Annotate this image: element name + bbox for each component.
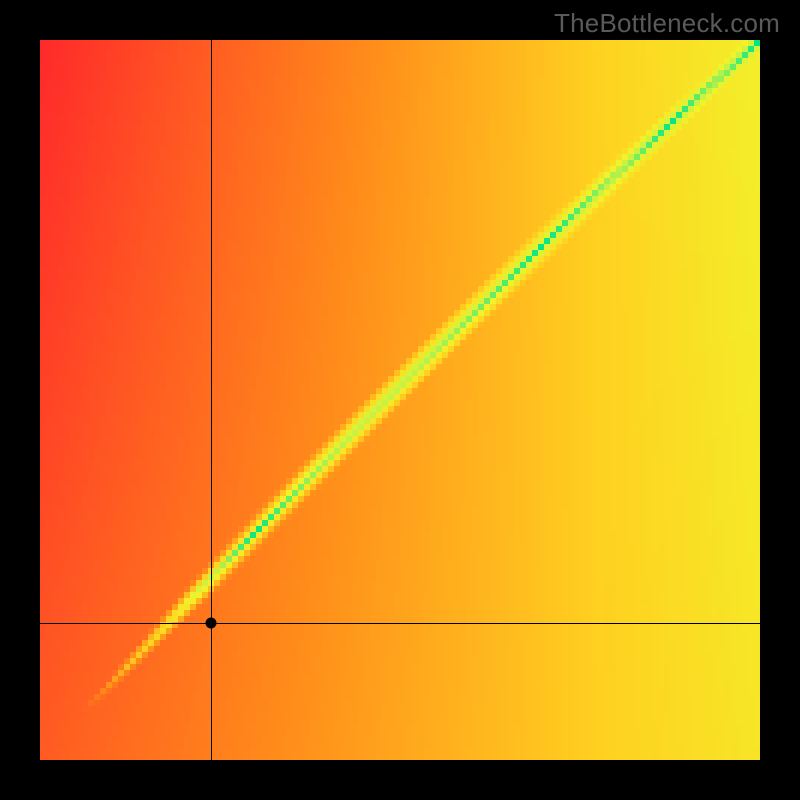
crosshair-vertical — [211, 40, 212, 760]
intersection-marker — [206, 618, 217, 629]
heatmap-canvas — [40, 40, 760, 760]
bottleneck-heatmap — [40, 40, 760, 760]
watermark-text: TheBottleneck.com — [554, 8, 780, 39]
crosshair-horizontal — [40, 623, 760, 624]
